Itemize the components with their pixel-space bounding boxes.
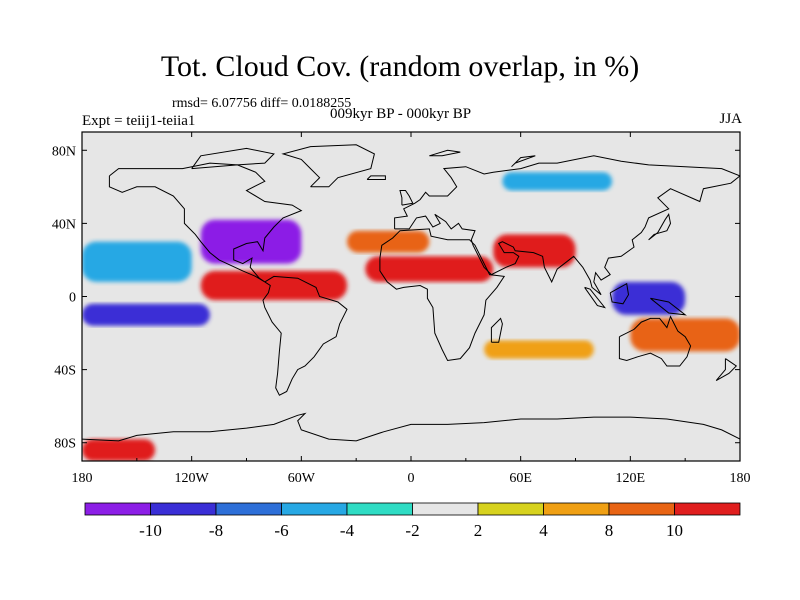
colorbar-bin [543, 502, 610, 516]
colorbar-label: -8 [209, 521, 223, 540]
coastline-segment [262, 275, 348, 396]
colorbar-bin [150, 502, 217, 516]
region-maritime-continent [612, 281, 686, 315]
coastline-segment [618, 315, 692, 367]
coastline-segment [394, 155, 740, 296]
region-sahel-arabia [365, 256, 494, 282]
colorbar-bin [608, 502, 675, 516]
coastline-segment [609, 282, 630, 305]
colorbar-bin [346, 502, 413, 516]
region-north-atlantic-orange [347, 230, 430, 253]
y-axis: 80N 40N 0 40S 80S [52, 144, 740, 452]
coastlines [82, 144, 740, 442]
anomaly-field [82, 172, 740, 461]
coastline-segment [281, 144, 375, 188]
region-south-pacific-band [82, 303, 210, 326]
colorbar-bin [84, 502, 151, 516]
x-tick-label: 0 [408, 471, 415, 486]
region-siberia-cyan [502, 172, 613, 191]
coastline-segment [584, 286, 607, 309]
y-tick-label: 0 [69, 291, 76, 306]
colorbar-label: 4 [539, 521, 548, 540]
coastline-segment [429, 149, 461, 157]
coastline-segment [648, 213, 672, 241]
colorbar-label: -2 [405, 521, 419, 540]
x-tick-label: 120W [175, 471, 210, 486]
region-india-arabian-sea [493, 234, 576, 268]
period-label: 009kyr BP - 000kyr BP [330, 106, 472, 122]
colorbar-bin [477, 502, 544, 516]
colorbar-label: -6 [274, 521, 288, 540]
coastline-segment [108, 162, 303, 283]
season-label: JJA [719, 111, 742, 127]
colorbar-label: 2 [474, 521, 483, 540]
region-western-north-atlantic [200, 219, 302, 264]
x-tick-label: 180 [72, 471, 93, 486]
coastline-segment [379, 228, 506, 362]
y-tick-label: 80N [52, 144, 76, 159]
region-australia-orange [630, 318, 740, 352]
y-tick-label: 40N [52, 217, 76, 232]
map-title: Tot. Cloud Cov. (random overlap, in %) [160, 50, 640, 83]
coastline-segment [191, 147, 275, 170]
coastline-segment [650, 297, 687, 316]
y-tick-label: 40S [54, 364, 76, 379]
region-equatorial-east-pacific-atlantic [200, 270, 348, 301]
colorbar-bin [215, 502, 282, 516]
y-tick-label: 80S [54, 437, 76, 452]
region-antarctic-coast-red [82, 439, 156, 461]
region-north-pacific-cyan [82, 241, 192, 282]
map-subtitle: rmsd= 6.07756 diff= 0.0188255 [172, 96, 352, 111]
colorbar-label: 10 [666, 521, 683, 540]
x-tick-label: 180 [730, 471, 751, 486]
colorbar-label: -10 [139, 521, 162, 540]
coastline-segment [399, 190, 414, 206]
experiment-label: Expt = teiij1-teiia1 [82, 113, 196, 129]
coastline-segment [490, 317, 503, 343]
region-southern-indian-yellow [484, 340, 594, 359]
x-axis: 180 120W 60W 0 60E 120E 180 [72, 132, 751, 486]
colorbar-label: 8 [605, 521, 614, 540]
coastline-segment [511, 155, 536, 168]
x-tick-label: 60E [509, 471, 532, 486]
coastline-segment [82, 412, 740, 442]
colorbar-bin [281, 502, 348, 516]
x-tick-label: 60W [288, 471, 316, 486]
x-tick-label: 120E [616, 471, 646, 486]
coastline-segment [715, 358, 738, 382]
colorbar-bin [674, 502, 741, 516]
colorbar: -10 -8 -6 -4 -2 2 4 8 10 [84, 502, 741, 540]
coastline-segment [366, 175, 386, 180]
colorbar-bin [412, 502, 479, 516]
colorbar-label: -4 [340, 521, 355, 540]
